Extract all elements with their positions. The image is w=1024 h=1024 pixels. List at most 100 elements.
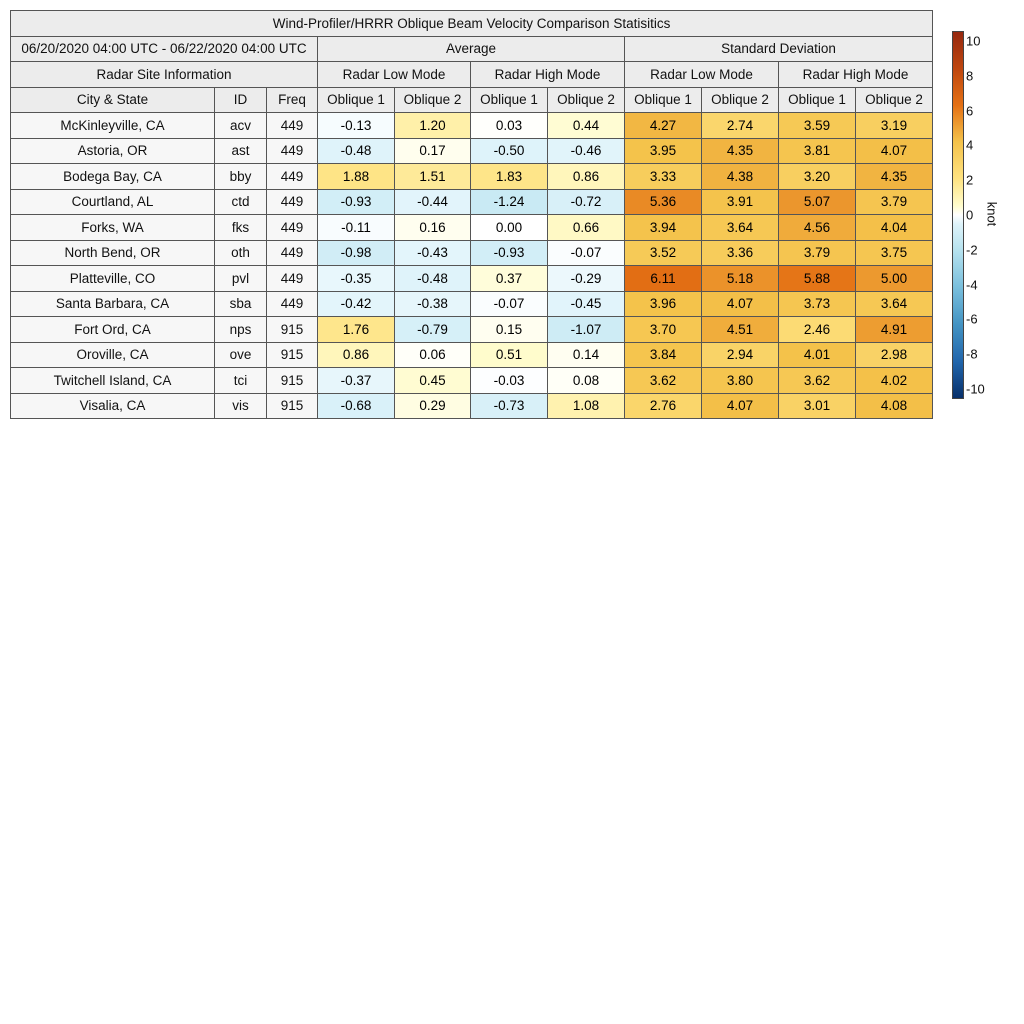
- cell-avg-high-oblique1: 0.37: [470, 265, 548, 292]
- cell-avg-high-oblique1: 0.00: [470, 214, 548, 241]
- cell-avg-low-oblique2: 0.06: [394, 341, 471, 368]
- column-header-row: City & State ID Freq Oblique 1 Oblique 2…: [10, 86, 934, 113]
- cell-avg-low-oblique2: -0.44: [394, 188, 471, 215]
- cell-std-low-oblique1: 3.94: [624, 214, 702, 241]
- cell-std-low-oblique2: 4.38: [701, 163, 779, 190]
- colorbar-tick-label: 6: [966, 103, 974, 119]
- cell-std-high-oblique2: 5.00: [854, 265, 934, 292]
- cell-avg-low-oblique1: -0.42: [317, 290, 395, 317]
- cell-avg-high-oblique2: -0.46: [547, 137, 625, 164]
- cell-avg-high-oblique1: -0.07: [470, 290, 548, 317]
- cell-std-low-oblique1: 3.33: [624, 163, 702, 190]
- cell-avg-high-oblique1: 0.15: [470, 316, 548, 343]
- cell-id: sba: [214, 290, 267, 317]
- cell-id: ctd: [214, 188, 267, 215]
- colorbar-tick-label: 0: [966, 207, 974, 223]
- cell-std-high-oblique1: 4.56: [778, 214, 856, 241]
- cell-avg-high-oblique2: -1.07: [547, 316, 625, 343]
- cell-avg-high-oblique1: 0.03: [470, 112, 548, 139]
- cell-std-high-oblique2: 3.19: [854, 112, 934, 139]
- cell-avg-low-oblique1: 1.88: [317, 163, 395, 190]
- cell-avg-low-oblique1: 0.86: [317, 341, 395, 368]
- cell-id: oth: [214, 239, 267, 266]
- cell-freq: 449: [266, 239, 318, 266]
- colorbar-tick-label: 10: [966, 33, 981, 49]
- stats-table: Wind-Profiler/HRRR Oblique Beam Velocity…: [9, 10, 934, 419]
- table-row: Twitchell Island, CA tci 915 -0.37 0.45 -0.03…: [10, 367, 934, 394]
- colorbar-tick-label: 2: [966, 172, 974, 188]
- colorbar-tick-label: -6: [966, 311, 978, 327]
- cell-avg-high-oblique2: 0.14: [547, 341, 625, 368]
- cell-freq: 449: [266, 265, 318, 292]
- col-header-avg-low-oblique1: Oblique 1: [317, 86, 395, 113]
- cell-std-low-oblique2: 5.18: [701, 265, 779, 292]
- cell-avg-low-oblique1: -0.93: [317, 188, 395, 215]
- cell-avg-low-oblique2: 0.17: [394, 137, 471, 164]
- cell-avg-low-oblique2: -0.38: [394, 290, 471, 317]
- cell-std-high-oblique2: 4.02: [854, 367, 934, 394]
- title-row: Wind-Profiler/HRRR Oblique Beam Velocity…: [9, 10, 934, 37]
- cell-avg-high-oblique2: -0.07: [547, 239, 625, 266]
- cell-avg-high-oblique2: 1.08: [547, 392, 625, 419]
- col-header-avg-high-oblique1: Oblique 1: [470, 86, 548, 113]
- site-info-header: Radar Site Information: [10, 61, 318, 88]
- cell-std-low-oblique2: 2.74: [701, 112, 779, 139]
- table-row: McKinleyville, CA acv 449 -0.13 1.20 0.03 0.44…: [10, 112, 934, 139]
- table-row: North Bend, OR oth 449 -0.98 -0.43 -0.93 -0.07…: [10, 239, 934, 266]
- cell-freq: 915: [266, 367, 318, 394]
- cell-id: tci: [214, 367, 267, 394]
- cell-std-high-oblique1: 4.01: [778, 341, 856, 368]
- cell-id: fks: [214, 214, 267, 241]
- table-title: Wind-Profiler/HRRR Oblique Beam Velocity…: [9, 10, 934, 37]
- cell-std-low-oblique1: 3.84: [624, 341, 702, 368]
- stats-table-body: Wind-Profiler/HRRR Oblique Beam Velocity…: [9, 10, 934, 419]
- cell-avg-low-oblique1: -0.68: [317, 392, 395, 419]
- cell-freq: 449: [266, 163, 318, 190]
- avg-high-mode-header: Radar High Mode: [470, 61, 625, 88]
- cell-std-low-oblique1: 4.27: [624, 112, 702, 139]
- cell-std-low-oblique1: 3.96: [624, 290, 702, 317]
- cell-std-high-oblique2: 4.07: [854, 137, 934, 164]
- cell-avg-low-oblique1: -0.98: [317, 239, 395, 266]
- cell-id: bby: [214, 163, 267, 190]
- cell-freq: 915: [266, 392, 318, 419]
- cell-std-high-oblique2: 2.98: [854, 341, 934, 368]
- cell-std-low-oblique1: 6.11: [624, 265, 702, 292]
- std-high-mode-header: Radar High Mode: [777, 61, 934, 88]
- cell-std-high-oblique1: 3.62: [778, 367, 856, 394]
- col-header-std-low-oblique1: Oblique 1: [624, 86, 702, 113]
- cell-freq: 449: [266, 188, 318, 215]
- stats-table-wrap: Wind-Profiler/HRRR Oblique Beam Velocity…: [9, 10, 934, 419]
- cell-std-low-oblique2: 3.91: [701, 188, 779, 215]
- cell-avg-high-oblique2: 0.44: [547, 112, 625, 139]
- colorbar-label: knot: [984, 201, 1000, 227]
- table-row: Forks, WA fks 449 -0.11 0.16 0.00 0.66 3.94 3.64…: [10, 214, 934, 241]
- cell-city: McKinleyville, CA: [10, 112, 215, 139]
- cell-avg-low-oblique1: -0.35: [317, 265, 395, 292]
- avg-low-mode-header: Radar Low Mode: [317, 61, 471, 88]
- cell-freq: 449: [266, 214, 318, 241]
- cell-avg-high-oblique1: -0.03: [470, 367, 548, 394]
- cell-std-low-oblique2: 3.36: [701, 239, 779, 266]
- cell-avg-high-oblique2: 0.66: [547, 214, 625, 241]
- table-row: Courtland, AL ctd 449 -0.93 -0.44 -1.24 -0.72 5…: [10, 188, 934, 215]
- stddev-group-header: Standard Deviation: [623, 35, 934, 62]
- col-header-avg-high-oblique2: Oblique 2: [547, 86, 625, 113]
- cell-city: Twitchell Island, CA: [10, 367, 215, 394]
- cell-avg-high-oblique2: -0.72: [547, 188, 625, 215]
- colorbar-tick-label: 4: [966, 137, 974, 153]
- cell-std-low-oblique1: 3.52: [624, 239, 702, 266]
- cell-std-high-oblique2: 4.08: [854, 392, 934, 419]
- cell-avg-low-oblique2: 0.16: [394, 214, 471, 241]
- cell-city: Santa Barbara, CA: [10, 290, 215, 317]
- group-header-row: 06/20/2020 04:00 UTC - 06/22/2020 04:00 …: [10, 35, 934, 62]
- cell-std-high-oblique2: 4.35: [854, 163, 934, 190]
- cell-std-low-oblique2: 4.07: [701, 290, 779, 317]
- cell-avg-high-oblique2: 0.08: [547, 367, 625, 394]
- cell-std-low-oblique2: 3.80: [701, 367, 779, 394]
- table-row: Santa Barbara, CA sba 449 -0.42 -0.38 -0.07 -0…: [10, 290, 934, 317]
- colorbar-tick-label: -4: [966, 277, 978, 293]
- cell-freq: 449: [266, 112, 318, 139]
- cell-std-high-oblique1: 3.59: [778, 112, 856, 139]
- average-group-header: Average: [317, 35, 625, 62]
